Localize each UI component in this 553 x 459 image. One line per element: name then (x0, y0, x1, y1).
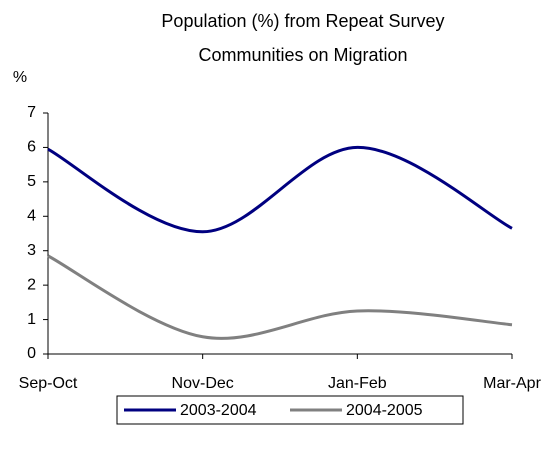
y-tick-label: 0 (27, 345, 36, 362)
y-axis-label: % (13, 69, 27, 86)
x-tick-label: Nov-Dec (172, 375, 234, 392)
y-tick-label: 2 (27, 276, 36, 293)
x-tick-label: Jan-Feb (328, 375, 387, 392)
y-tick-label: 7 (27, 104, 36, 121)
legend-label: 2003-2004 (180, 402, 257, 419)
legend-label: 2004-2005 (346, 402, 423, 419)
y-tick-label: 3 (27, 242, 36, 259)
y-tick-label: 1 (27, 311, 36, 328)
y-tick-label: 4 (27, 208, 36, 225)
x-tick-label: Sep-Oct (19, 375, 78, 392)
chart-title: Communities on Migration (198, 45, 407, 65)
chart-title: Population (%) from Repeat Survey (161, 11, 444, 31)
data-line (47, 254, 513, 340)
y-tick-label: 5 (27, 173, 36, 190)
x-tick-label: Mar-Apr (483, 375, 541, 392)
data-line (47, 145, 513, 234)
y-tick-label: 6 (27, 139, 36, 156)
